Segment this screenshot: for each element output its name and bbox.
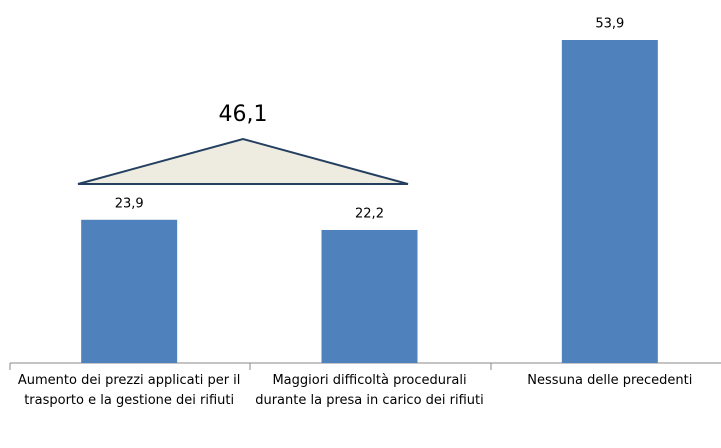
data-label: 23,9 (115, 196, 144, 211)
x-tick-label: Nessuna delle precedenti (527, 373, 693, 388)
bar (561, 40, 658, 363)
x-tick-label: Aumento dei prezzi applicati per il tras… (17, 373, 241, 408)
bar (321, 229, 418, 363)
x-tick-label: Maggiori difficoltà procedurali durante … (255, 373, 484, 408)
data-label: 22,2 (355, 206, 384, 221)
data-label: 53,9 (595, 17, 624, 32)
annotation: 46,1 (219, 102, 268, 127)
bar (81, 219, 178, 363)
bracket-triangle (77, 137, 409, 185)
